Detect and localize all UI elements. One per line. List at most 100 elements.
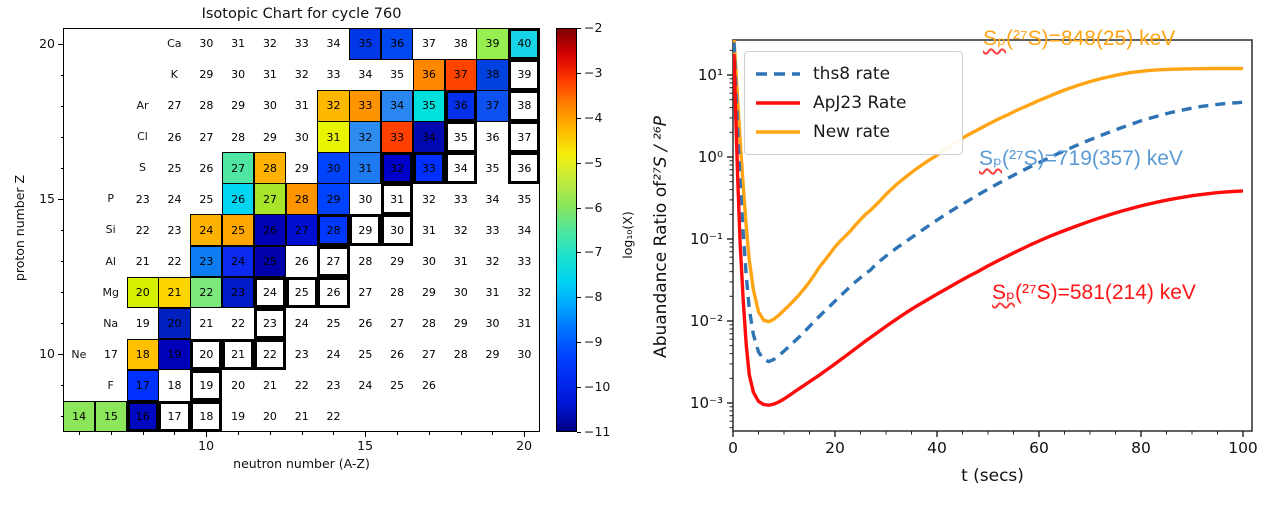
isotope-cell: 32 [517, 285, 532, 299]
sp-annotation: Sₚ(²⁷S)=848(25) keV [983, 26, 1175, 51]
isotope-cell: 17 [103, 348, 118, 362]
colorbar-tick-label: −8 [584, 289, 603, 305]
y-tick-label: 15 [39, 190, 55, 206]
x-tick [142, 432, 144, 435]
sp-annotation-tail: (²⁷S)=848(25) keV [1006, 27, 1176, 50]
isotope-cell: 32 [453, 223, 468, 237]
element-symbol: S [139, 161, 146, 175]
legend-line-sample [756, 71, 800, 76]
isotope-cell: 33 [381, 121, 414, 153]
y-tick [60, 74, 63, 76]
isotope-cell: 24 [167, 192, 182, 206]
x-tick-label: 15 [357, 438, 374, 453]
isotope-cell: 18 [167, 379, 182, 393]
legend-label: ApJ23 Rate [813, 92, 907, 113]
x-tick-label: 0 [728, 439, 738, 457]
isotope-cell: 31 [262, 68, 277, 82]
x-tick [237, 432, 239, 435]
isotope-cell: 30 [231, 68, 246, 82]
isotope-cell: 31 [453, 254, 468, 268]
x-tick [460, 432, 462, 435]
element-symbol: Ca [167, 37, 182, 51]
left-xaxis-label: neutron number (A-Z) [233, 456, 370, 471]
isotope-cell: 30 [262, 99, 277, 113]
series-new-rate [733, 40, 1243, 324]
isotope-cell: 25 [199, 192, 214, 206]
isotope-cell: 23 [190, 245, 223, 278]
isotope-cell: 24 [358, 379, 373, 393]
isotope-cell: 17 [158, 400, 191, 433]
isotope-cell: 33 [349, 90, 382, 122]
isotope-cell: 31 [381, 183, 414, 215]
colorbar [556, 28, 577, 432]
isotope-cell: 39 [476, 28, 509, 60]
isotope-cell: 28 [253, 152, 287, 184]
x-tick-label: 80 [1131, 439, 1151, 457]
x-tick [428, 432, 430, 435]
plot-frame [732, 39, 1253, 432]
series-ths8-rate [733, 42, 1244, 364]
isotope-cell: 23 [294, 348, 309, 362]
x-tick-label: 20 [825, 439, 845, 457]
colorbar-tick [577, 432, 581, 433]
isotope-cell: 20 [158, 307, 191, 340]
isotope-cell: 34 [326, 37, 341, 51]
isotope-cell: 35 [444, 121, 477, 153]
isotope-cell: 22 [135, 223, 150, 237]
isotope-cell: 23 [222, 276, 255, 309]
isotope-cell: 33 [517, 254, 532, 268]
isotope-cell: 32 [317, 90, 350, 122]
isotope-cell: 19 [190, 369, 223, 402]
y-tick [60, 416, 63, 418]
element-symbol: Si [105, 223, 116, 237]
isotope-cell: 33 [294, 37, 309, 51]
isotope-cell: 32 [262, 37, 277, 51]
y-tick [60, 230, 63, 231]
isotope-cell: 25 [167, 161, 182, 175]
colorbar-tick [577, 28, 581, 29]
isotope-cell: 29 [262, 130, 277, 144]
x-tick [492, 432, 494, 435]
isotope-cell: 28 [390, 285, 405, 299]
isotope-cell: 31 [317, 121, 350, 153]
isotope-cell: 35 [485, 161, 500, 175]
isotope-cell: 20 [190, 338, 223, 371]
isotope-cell: 31 [349, 152, 382, 184]
x-tick-label: 20 [516, 438, 533, 453]
isotope-cell: 27 [199, 130, 214, 144]
isotope-cell: 22 [190, 276, 223, 309]
isotope-cell: 29 [485, 348, 500, 362]
colorbar-tick [577, 72, 581, 74]
element-symbol: Ne [71, 347, 87, 361]
x-tick-label: 40 [927, 439, 947, 457]
isotope-cell: 34 [381, 90, 414, 122]
isotope-cell: 38 [508, 90, 541, 122]
isotope-cell: 31 [294, 99, 309, 113]
isotope-cell: 34 [358, 68, 373, 82]
colorbar-tick-label: −4 [584, 109, 603, 125]
isotope-cell: 26 [390, 348, 405, 362]
y-tick [60, 385, 63, 387]
x-tick [78, 432, 80, 435]
y-tick [60, 136, 63, 138]
isotope-cell: 38 [453, 37, 468, 51]
right-yaxis-label: Abuandance Ratio of ²⁷S / ²⁶P [651, 106, 671, 368]
isotope-cell: 27 [167, 99, 182, 113]
isotope-cell: 14 [63, 400, 96, 433]
isotope-cell: 29 [421, 285, 436, 299]
isotope-cell: 22 [294, 379, 309, 393]
isotope-cell: 24 [253, 276, 287, 309]
isotope-cell: 21 [262, 379, 277, 393]
isotope-cell: 30 [294, 130, 309, 144]
y-tick [58, 354, 63, 356]
isotope-cell: 35 [349, 28, 382, 60]
isotope-cell: 18 [126, 338, 159, 371]
isotope-cell: 23 [167, 223, 182, 237]
isotope-cell: 31 [421, 223, 436, 237]
x-tick-label: 100 [1228, 439, 1258, 457]
isotope-cell: 18 [190, 400, 223, 433]
isotope-cell: 30 [381, 214, 414, 247]
isotope-cell: 37 [444, 59, 477, 91]
isotopic-chart-panel: Isotopic Chart for cycle 760 Ca 30 31 32 33 3… [12, 6, 635, 471]
legend-item: New rate [755, 118, 948, 146]
